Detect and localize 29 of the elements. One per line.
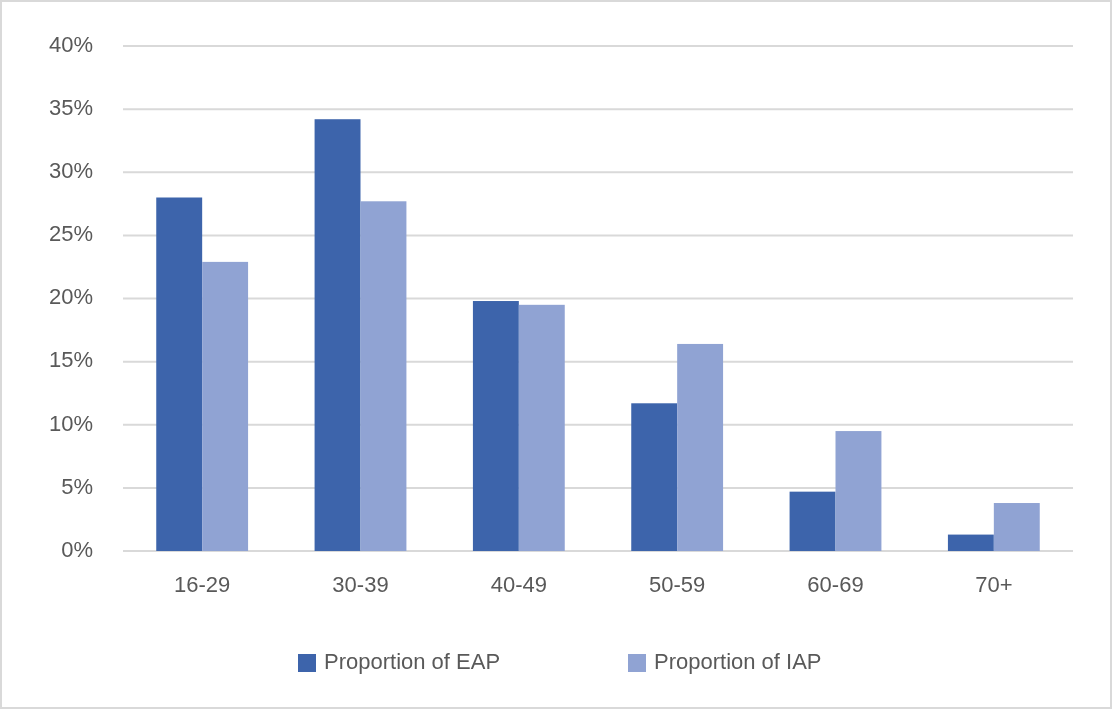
y-tick-label: 25% (48, 221, 93, 247)
bar (202, 261, 249, 551)
bar (518, 304, 565, 551)
bar (993, 503, 1040, 551)
y-tick-label: 20% (48, 284, 93, 310)
x-tick-label: 30-39 (332, 572, 389, 597)
bar (947, 534, 994, 551)
y-tick-label: 5% (61, 473, 93, 499)
y-tick-label: 10% (48, 410, 93, 436)
x-tick-label: 40-49 (490, 572, 547, 597)
bar (472, 301, 519, 551)
y-tick-label: 35% (48, 94, 93, 120)
y-tick-label: 0% (61, 536, 93, 562)
bar (156, 197, 203, 551)
x-tick-label: 50-59 (649, 572, 706, 597)
bar (835, 431, 882, 551)
bar (631, 403, 678, 551)
x-tick-label: 16-29 (174, 572, 231, 597)
y-tick-label: 30% (48, 158, 93, 184)
legend-label: Proportion of IAP (654, 648, 822, 674)
bar (789, 491, 836, 551)
y-tick-label: 40% (48, 31, 93, 57)
x-tick-label: 70+ (975, 572, 1013, 597)
legend-label: Proportion of EAP (324, 648, 501, 674)
bar (360, 201, 407, 551)
bar (677, 343, 724, 551)
x-tick-label: 60-69 (807, 572, 864, 597)
bar (314, 119, 361, 551)
y-tick-label: 15% (48, 347, 93, 373)
